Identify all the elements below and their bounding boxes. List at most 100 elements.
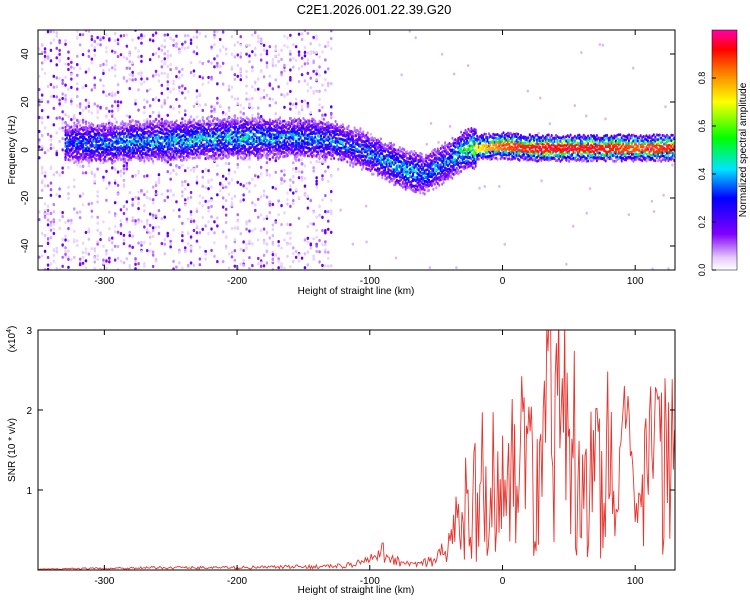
spectrogram-cell <box>125 220 129 224</box>
spectrogram-cell <box>292 191 295 195</box>
spectrogram-cell <box>166 195 169 199</box>
spectrogram-cell <box>109 151 112 155</box>
spectrogram-cell <box>125 257 129 261</box>
spectrogram-cell <box>157 98 161 102</box>
spectrogram-cell <box>312 50 315 54</box>
spectrogram-cell <box>122 153 125 157</box>
spectrogram-cell <box>172 87 175 91</box>
spectrogram-cell <box>96 36 99 40</box>
spectrogram-cell <box>40 116 44 120</box>
spectrogram-cell <box>300 157 304 162</box>
spectrogram-cell <box>52 106 56 110</box>
spectrogram-cell <box>166 53 169 57</box>
spectrogram-cell <box>210 144 213 148</box>
spectrogram-cell <box>271 58 275 62</box>
spectrogram-cell <box>150 134 153 138</box>
spectrogram-cell <box>306 89 310 93</box>
spectrogram-cell <box>131 70 134 74</box>
spectrogram-cell <box>61 255 64 259</box>
spectrogram-cell <box>277 199 280 203</box>
spectrogram-cell <box>130 120 133 124</box>
spectrogram-cell <box>166 75 169 79</box>
spectrogram-cell <box>163 237 166 242</box>
spectrogram-cell <box>286 153 289 157</box>
spectrogram-cell <box>206 152 209 156</box>
spectrogram-cell <box>163 45 166 49</box>
spectrogram-cell <box>105 259 108 263</box>
spectrogram-cell <box>176 133 179 136</box>
spectrogram-cell <box>312 89 315 93</box>
spectrogram-cell <box>297 216 301 220</box>
spectrogram-cell <box>398 145 401 149</box>
spectrogram-cell <box>239 103 242 107</box>
spectrogram-cell <box>306 82 310 86</box>
spectrogram-cell <box>175 200 178 204</box>
spectrogram-cell <box>306 58 310 62</box>
spectrogram-cell <box>93 135 96 139</box>
spectrogram-cell <box>257 40 260 44</box>
spectrogram-cell <box>115 156 118 160</box>
spectrogram-cell <box>61 170 64 175</box>
spectrogram-cell <box>274 170 277 174</box>
spectrogram-cell <box>102 90 105 94</box>
spectrogram-cell <box>265 171 269 175</box>
spectrogram-cell <box>186 34 190 38</box>
spectrogram-cell <box>181 154 184 158</box>
spectrogram-cell <box>236 151 239 154</box>
spectrogram-cell <box>146 174 149 178</box>
spectrogram-cell <box>184 246 187 250</box>
spectrogram-cell <box>128 234 131 238</box>
spectrogram-cell <box>61 110 64 114</box>
spectrogram-cell <box>327 121 330 125</box>
spectrogram-cell <box>235 146 238 150</box>
spectrogram-cell <box>274 101 277 105</box>
spectrogram-cell <box>230 251 234 255</box>
spectrogram-cell <box>117 157 120 161</box>
spectrogram-cell <box>289 139 292 143</box>
spectrogram-cell <box>93 152 96 156</box>
spectrogram-cell <box>128 77 131 81</box>
spectrogram-cell <box>61 129 64 133</box>
spectrogram-cell <box>38 115 41 120</box>
spectrogram-cell <box>225 144 228 148</box>
spectrogram-cell <box>221 205 225 209</box>
spectrogram-cell <box>150 143 153 147</box>
spectrogram-cell <box>99 38 102 42</box>
spectrogram-cell <box>78 216 82 220</box>
spectrogram-cell <box>667 267 670 270</box>
spectrogram-cell <box>171 120 174 124</box>
spectrogram-cell <box>300 175 304 179</box>
spectrogram-cell <box>292 174 295 179</box>
spectrogram-cell <box>96 167 99 171</box>
spectrogram-cell <box>271 61 275 65</box>
spectrogram-cell <box>122 171 126 175</box>
spectrogram-cell <box>312 254 315 258</box>
spectrogram-cell <box>339 208 342 212</box>
spectrogram-cell <box>601 43 605 47</box>
spectrogram-cell <box>131 174 134 178</box>
spectrogram-cell <box>363 158 366 162</box>
spectrogram-cell <box>245 52 248 56</box>
spectrogram-cell <box>213 131 216 135</box>
spectrogram-cell <box>81 53 85 57</box>
spectrogram-cell <box>213 126 216 129</box>
spectrogram-cell <box>61 148 64 152</box>
spectrogram-cell <box>303 164 307 168</box>
spectrogram-cell <box>46 208 50 213</box>
spectrogram-cell <box>201 175 204 179</box>
spectrogram-cell <box>245 220 248 224</box>
spectrogram-cell <box>178 89 181 93</box>
spectrogram-cell <box>230 95 234 99</box>
spectrogram-cell <box>203 137 206 141</box>
spectrogram-cell <box>289 78 292 82</box>
spectrogram-cell <box>84 70 88 74</box>
spectrogram-cell <box>191 120 194 124</box>
spectrogram-cell <box>115 120 118 124</box>
spectrogram-cell <box>49 59 53 63</box>
spectrogram-cell <box>195 45 199 49</box>
spectrogram-cell <box>289 265 292 269</box>
spectrogram-cell <box>125 44 129 48</box>
spectrogram-cell <box>330 157 333 161</box>
spectrogram-cell <box>315 179 318 183</box>
spectrogram-cell <box>236 117 239 120</box>
